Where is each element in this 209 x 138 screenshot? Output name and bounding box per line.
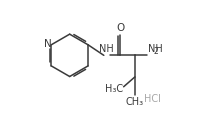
Text: O: O <box>117 23 125 33</box>
Text: H₃C: H₃C <box>104 84 123 94</box>
Text: 2: 2 <box>153 47 158 56</box>
Text: NH: NH <box>148 44 163 54</box>
Text: CH₃: CH₃ <box>125 97 144 107</box>
Text: HCl: HCl <box>144 94 161 104</box>
Text: N: N <box>44 39 51 49</box>
Text: NH: NH <box>99 44 114 54</box>
